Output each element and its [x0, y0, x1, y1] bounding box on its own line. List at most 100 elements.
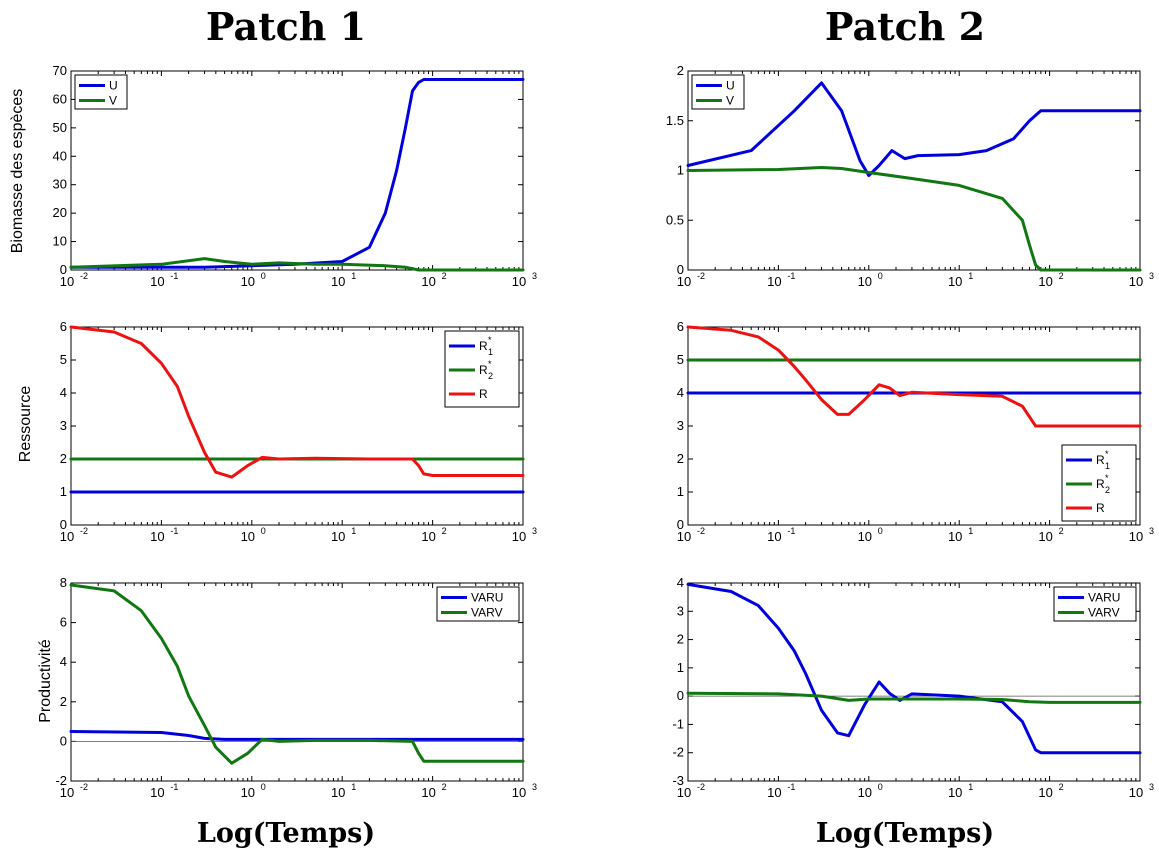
legend-entry: VARV: [1088, 606, 1120, 620]
x-tick-exponent: 1: [351, 526, 356, 536]
x-tick-label: 10: [241, 785, 255, 800]
y-tick-label: -1: [672, 716, 684, 731]
x-tick-exponent: -2: [697, 526, 705, 536]
y-tick-label: 50: [53, 120, 67, 135]
column-title-patch1: Patch 1: [206, 4, 366, 49]
y-tick-label: -2: [55, 773, 67, 788]
x-tick-exponent: -1: [787, 271, 795, 281]
plot-area: [70, 70, 524, 271]
x-tick-exponent: 3: [532, 782, 537, 792]
legend-box: [436, 586, 520, 622]
legend-entry: VARU: [471, 591, 503, 605]
y-tick-label: 2: [677, 451, 684, 466]
legend-entry-subscript: 1: [488, 347, 493, 357]
y-tick-label: 20: [53, 205, 67, 220]
x-tick-label: 10: [150, 785, 164, 800]
y-tick-label: 40: [53, 148, 67, 163]
x-tick-label: 10: [1038, 274, 1052, 289]
x-tick-label: 10: [421, 274, 435, 289]
y-tick-label: 3: [677, 603, 684, 618]
legend: UV: [691, 74, 745, 110]
y-tick-label: 1.5: [666, 113, 684, 128]
x-tick-label: 10: [512, 785, 526, 800]
x-tick-label: 10: [767, 785, 781, 800]
y-axis-label-biomass: Biomasse des espèces: [9, 89, 26, 254]
x-tick-label: 10: [331, 529, 345, 544]
column-title-patch2: Patch 2: [825, 4, 985, 49]
x-tick-label: 10: [150, 274, 164, 289]
y-tick-label: 6: [677, 319, 684, 334]
x-tick-exponent: 1: [968, 782, 973, 792]
x-tick-label: 10: [1129, 529, 1143, 544]
y-tick-label: 10: [53, 234, 67, 249]
legend-entry-superscript: *: [1105, 473, 1109, 483]
x-axis-label-left: Log(Temps): [197, 818, 375, 849]
x-tick-exponent: 0: [878, 782, 883, 792]
legend-entry: R: [479, 387, 488, 401]
x-tick-exponent: 3: [1149, 271, 1154, 281]
x-tick-label: 10: [858, 274, 872, 289]
x-tick-exponent: -1: [170, 526, 178, 536]
legend-entry: R: [479, 363, 488, 377]
y-tick-label: 5: [60, 352, 67, 367]
legend-box: [1053, 586, 1137, 622]
legend-entry-subscript: 2: [488, 371, 493, 381]
y-tick-label: 0: [60, 262, 67, 277]
x-tick-exponent: -2: [80, 526, 88, 536]
x-tick-exponent: -1: [170, 782, 178, 792]
y-tick-label: 60: [53, 91, 67, 106]
legend-entry: U: [726, 79, 735, 93]
legend-entry: U: [109, 79, 118, 93]
x-tick-label: 10: [331, 274, 345, 289]
x-tick-exponent: 0: [261, 526, 266, 536]
y-tick-label: 70: [53, 63, 67, 78]
x-tick-label: 10: [858, 785, 872, 800]
x-tick-label: 10: [1129, 785, 1143, 800]
y-tick-label: 2: [60, 694, 67, 709]
x-tick-label: 10: [512, 529, 526, 544]
y-tick-label: 2: [677, 63, 684, 78]
legend-entry-subscript: 1: [1105, 461, 1110, 471]
x-tick-exponent: -1: [170, 271, 178, 281]
x-tick-exponent: -2: [697, 782, 705, 792]
y-tick-label: 0: [677, 262, 684, 277]
y-tick-label: 6: [60, 319, 67, 334]
y-tick-label: 0: [60, 517, 67, 532]
series-line-varv: [69, 583, 525, 765]
x-tick-exponent: -2: [80, 271, 88, 281]
series-line-u: [686, 81, 1142, 177]
x-tick-label: 10: [677, 274, 691, 289]
legend: R *1R *2R: [444, 330, 520, 408]
x-tick-label: 10: [331, 785, 345, 800]
y-tick-label: 4: [60, 385, 67, 400]
y-tick-label: 1: [677, 484, 684, 499]
x-tick-exponent: 2: [1059, 782, 1064, 792]
x-tick-exponent: 0: [878, 271, 883, 281]
x-tick-label: 10: [60, 529, 74, 544]
legend-box: [691, 74, 745, 110]
x-tick-label: 10: [948, 274, 962, 289]
x-tick-exponent: 2: [442, 526, 447, 536]
legend-entry-superscript: *: [1105, 449, 1109, 459]
y-tick-label: 1: [60, 484, 67, 499]
y-tick-label: 2: [677, 632, 684, 647]
x-tick-exponent: 2: [1059, 526, 1064, 536]
x-tick-exponent: 3: [532, 526, 537, 536]
x-tick-exponent: -2: [697, 271, 705, 281]
y-tick-label: 30: [53, 177, 67, 192]
y-tick-label: 3: [677, 418, 684, 433]
x-tick-label: 10: [1038, 529, 1052, 544]
legend: UV: [74, 74, 128, 110]
x-tick-exponent: 3: [532, 271, 537, 281]
chart-panels: 10 -2 10 -1 10 0 10 1 10 2 10 3010203040506070UV10-…: [53, 63, 1154, 800]
x-tick-label: 10: [948, 529, 962, 544]
x-tick-exponent: 3: [1149, 526, 1154, 536]
x-tick-label: 10: [60, 274, 74, 289]
